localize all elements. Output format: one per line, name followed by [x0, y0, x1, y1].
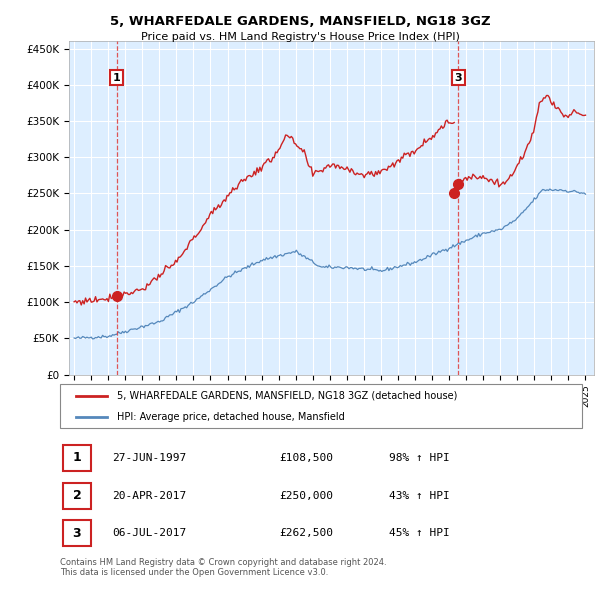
FancyBboxPatch shape — [60, 384, 582, 428]
Text: 20-APR-2017: 20-APR-2017 — [112, 491, 187, 500]
Text: 27-JUN-1997: 27-JUN-1997 — [112, 453, 187, 463]
FancyBboxPatch shape — [62, 445, 91, 471]
Text: 5, WHARFEDALE GARDENS, MANSFIELD, NG18 3GZ: 5, WHARFEDALE GARDENS, MANSFIELD, NG18 3… — [110, 15, 490, 28]
Text: £108,500: £108,500 — [279, 453, 333, 463]
Text: 45% ↑ HPI: 45% ↑ HPI — [389, 529, 449, 538]
Text: 06-JUL-2017: 06-JUL-2017 — [112, 529, 187, 538]
Text: 3: 3 — [73, 527, 81, 540]
FancyBboxPatch shape — [62, 483, 91, 509]
FancyBboxPatch shape — [62, 520, 91, 546]
Text: 2: 2 — [73, 489, 82, 502]
Text: Price paid vs. HM Land Registry's House Price Index (HPI): Price paid vs. HM Land Registry's House … — [140, 32, 460, 42]
Text: Contains HM Land Registry data © Crown copyright and database right 2024.
This d: Contains HM Land Registry data © Crown c… — [60, 558, 386, 577]
Text: 43% ↑ HPI: 43% ↑ HPI — [389, 491, 449, 500]
Text: 1: 1 — [73, 451, 82, 464]
Text: £250,000: £250,000 — [279, 491, 333, 500]
Text: 5, WHARFEDALE GARDENS, MANSFIELD, NG18 3GZ (detached house): 5, WHARFEDALE GARDENS, MANSFIELD, NG18 3… — [118, 391, 458, 401]
Text: 1: 1 — [113, 73, 121, 83]
Text: £262,500: £262,500 — [279, 529, 333, 538]
Text: 98% ↑ HPI: 98% ↑ HPI — [389, 453, 449, 463]
Text: 3: 3 — [455, 73, 463, 83]
Text: HPI: Average price, detached house, Mansfield: HPI: Average price, detached house, Mans… — [118, 412, 345, 422]
